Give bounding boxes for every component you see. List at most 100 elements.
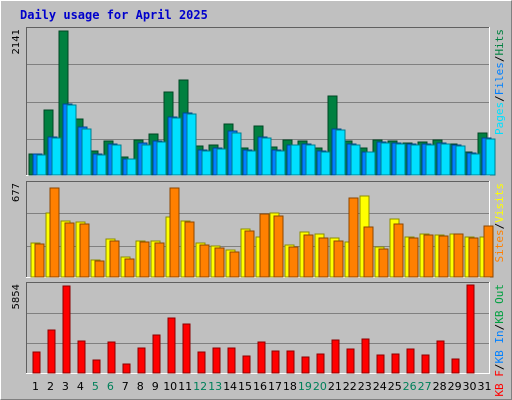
bar-sites — [483, 225, 494, 278]
bar-pages — [305, 144, 316, 176]
x-tick-label: 26 — [403, 380, 417, 393]
x-tick-label: 8 — [137, 380, 144, 393]
bar-pages — [186, 113, 197, 176]
bar-pages — [335, 129, 346, 176]
bar-kbytes — [316, 353, 325, 374]
bar-kbytes — [301, 356, 310, 374]
bar-kbytes — [242, 355, 251, 374]
bar-sites — [288, 246, 299, 278]
bar-sites — [423, 234, 434, 278]
bar-sites — [94, 260, 105, 278]
bar-pages — [350, 144, 361, 176]
x-tick-label: 20 — [313, 380, 327, 393]
x-tick-label: 2 — [47, 380, 54, 393]
bar-sites — [229, 251, 240, 278]
x-tick-label: 12 — [193, 380, 207, 393]
bar-pages — [96, 154, 107, 176]
bar-kbytes — [47, 329, 56, 374]
legend-item: / — [493, 56, 506, 63]
chart-title: Daily usage for April 2025 — [20, 8, 208, 22]
bar-kbytes — [466, 284, 475, 374]
bar-kbytes — [406, 348, 415, 374]
bar-sites — [378, 248, 389, 278]
bar-kbytes — [361, 338, 370, 374]
bar-kbytes — [331, 339, 340, 374]
bar-kbytes — [271, 350, 280, 374]
x-tick-label: 9 — [152, 380, 159, 393]
legend-item: / — [493, 223, 506, 230]
bar-pages — [201, 150, 212, 176]
legend-item: KB Out — [493, 284, 506, 324]
legend-item: Files — [493, 62, 506, 95]
legend-item: / — [493, 364, 506, 371]
bar-kbytes — [451, 358, 460, 374]
x-tick-label: 29 — [448, 380, 462, 393]
bar-sites — [273, 215, 284, 278]
y-max-label: 2141 — [11, 29, 22, 54]
x-tick-label: 17 — [268, 380, 282, 393]
x-tick-label: 19 — [298, 380, 312, 393]
bar-kbytes — [227, 347, 236, 374]
bar-kbytes — [421, 354, 430, 374]
bar-sites — [169, 187, 180, 278]
legend-item: / — [493, 95, 506, 102]
x-tick-label: 13 — [208, 380, 222, 393]
bar-sites — [259, 213, 270, 278]
legend-item: Visits — [493, 183, 506, 223]
bar-pages — [470, 153, 481, 176]
x-tick-label: 28 — [433, 380, 447, 393]
x-tick-label: 5 — [92, 380, 99, 393]
y-max-label: 5854 — [11, 284, 22, 309]
bar-sites — [348, 197, 359, 278]
bar-kbytes — [92, 359, 101, 374]
bar-pages — [216, 148, 227, 176]
x-tick-label: 30 — [463, 380, 477, 393]
bar-kbytes — [137, 347, 146, 374]
bar-pages — [365, 151, 376, 176]
bar-kbytes — [62, 285, 71, 374]
bar-sites — [184, 221, 195, 278]
series-legend: Sites/Visits — [493, 183, 506, 263]
bar-pages — [275, 150, 286, 176]
bar-pages — [395, 143, 406, 176]
series-legend: Pages/Files/Hits — [493, 29, 506, 135]
bar-kbytes — [122, 363, 131, 374]
bar-pages — [171, 117, 182, 176]
x-tick-label: 3 — [62, 380, 69, 393]
x-tick-label: 14 — [223, 380, 237, 393]
bar-pages — [111, 144, 122, 176]
bar-sites — [393, 223, 404, 278]
x-tick-label: 31 — [478, 380, 492, 393]
bar-pages — [485, 138, 496, 176]
bar-kbytes — [346, 348, 355, 374]
x-tick-label: 27 — [418, 380, 432, 393]
bar-sites — [154, 242, 165, 278]
x-tick-label: 21 — [328, 380, 342, 393]
legend-item: KB F — [493, 370, 506, 397]
bar-sites — [438, 235, 449, 278]
x-tick-label: 11 — [178, 380, 192, 393]
bar-sites — [64, 222, 75, 278]
bar-pages — [126, 158, 137, 176]
bar-sites — [199, 244, 210, 278]
bar-sites — [139, 241, 150, 278]
x-tick-label: 6 — [107, 380, 114, 393]
bar-pages — [36, 154, 47, 176]
x-tick-label: 4 — [77, 380, 84, 393]
legend-item: KB In — [493, 330, 506, 363]
legend-item: Sites — [493, 229, 506, 262]
bar-sites — [303, 234, 314, 278]
bar-kbytes — [376, 354, 385, 374]
bar-sites — [318, 237, 329, 278]
bar-pages — [320, 151, 331, 176]
bar-kbytes — [182, 323, 191, 374]
bar-sites — [214, 247, 225, 278]
bar-pages — [141, 144, 152, 176]
bar-kbytes — [32, 351, 41, 374]
bar-pages — [440, 143, 451, 176]
x-tick-label: 22 — [343, 380, 357, 393]
bar-pages — [261, 137, 272, 176]
bar-kbytes — [167, 317, 176, 374]
x-tick-label: 1 — [32, 380, 39, 393]
legend-item: Hits — [493, 29, 506, 56]
